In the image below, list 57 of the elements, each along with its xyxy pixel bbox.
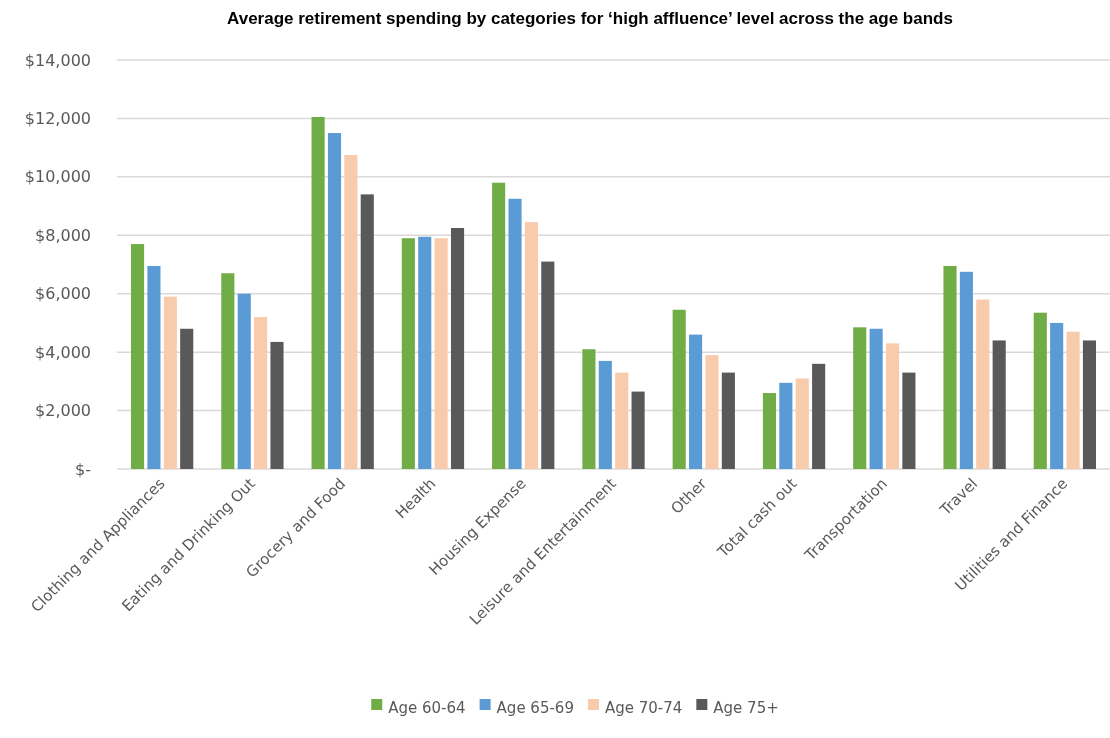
y-tick-label: $- <box>75 459 91 479</box>
bar <box>631 391 645 469</box>
y-tick-label: $6,000 <box>35 284 91 304</box>
bar <box>976 299 990 469</box>
bar <box>582 349 596 469</box>
bar <box>344 154 358 469</box>
bar <box>672 309 686 469</box>
y-tick-label: $14,000 <box>24 50 91 70</box>
bar <box>885 343 900 469</box>
bar <box>401 238 415 469</box>
bar <box>705 355 719 469</box>
bar <box>902 372 916 469</box>
bar <box>180 328 194 469</box>
bar <box>689 334 703 469</box>
legend-label: Age 75+ <box>713 699 779 717</box>
bar <box>869 328 883 469</box>
bar <box>163 296 177 469</box>
bar <box>492 182 506 469</box>
bar <box>1082 340 1096 469</box>
bar <box>762 393 777 469</box>
bar <box>943 265 957 469</box>
bar <box>327 133 342 469</box>
bar <box>237 293 251 469</box>
bar <box>254 317 268 469</box>
y-tick-label: $12,000 <box>24 108 91 128</box>
bar <box>508 198 522 469</box>
bar <box>992 340 1006 469</box>
bar <box>1050 322 1064 469</box>
legend-label: Age 60-64 <box>388 699 466 717</box>
bar <box>270 341 284 469</box>
chart-title: Average retirement spending by categories for ‘high affluence’ level across the age bands <box>227 9 953 28</box>
bar <box>598 360 612 469</box>
bar <box>812 363 826 469</box>
y-tick-label: $4,000 <box>35 342 91 362</box>
bar <box>221 273 235 469</box>
bar <box>434 238 448 469</box>
y-tick-label: $8,000 <box>35 225 91 245</box>
bar <box>360 194 374 469</box>
bar <box>615 372 629 469</box>
legend-label: Age 70-74 <box>604 699 683 717</box>
bar <box>853 327 867 469</box>
bar <box>130 244 145 469</box>
y-tick-label: $2,000 <box>35 401 91 421</box>
bar <box>524 222 538 469</box>
bar <box>450 227 465 469</box>
bar <box>1033 312 1047 469</box>
bar <box>795 378 809 469</box>
legend-label: Age 65-69 <box>496 699 574 717</box>
bar <box>1066 331 1080 469</box>
bar <box>721 372 735 469</box>
bar <box>779 382 793 469</box>
bar <box>959 271 973 469</box>
bar <box>311 116 325 469</box>
y-tick-label: $10,000 <box>24 167 91 187</box>
bar <box>541 261 555 469</box>
bar <box>147 265 161 469</box>
bar <box>418 236 432 469</box>
